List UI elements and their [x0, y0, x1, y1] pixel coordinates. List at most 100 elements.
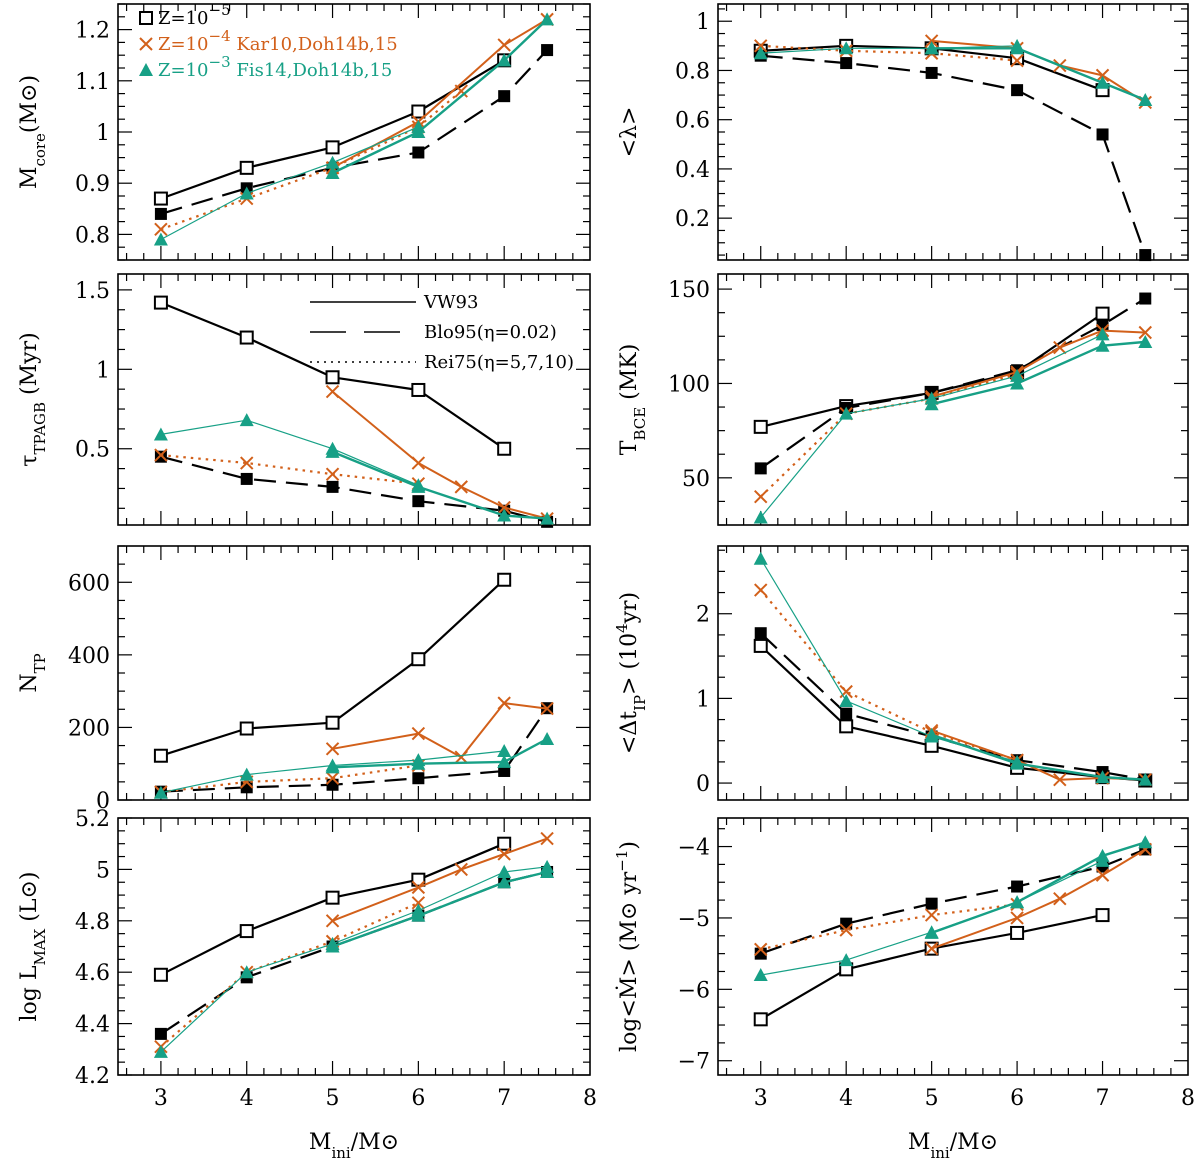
data-point: [1053, 891, 1067, 906]
legend-metallicity: Z=10−5Z=10−4 Kar10,Doh14b,15Z=10−3 Fis14…: [139, 1, 398, 81]
y-tick-label: 100: [668, 372, 710, 397]
panel-lmax: 3 4 5 6 7 8 4.2 4.4 4.6 4.8 5 5.2 log LMAX (L⊙) Mini/…: [17, 807, 597, 1161]
data-point: [411, 382, 426, 397]
data-point: [1011, 84, 1024, 97]
series-Z4-solid: [325, 384, 554, 526]
axes-frame: [117, 273, 591, 526]
data-point: [1010, 368, 1025, 382]
series-line: [160, 901, 419, 1048]
x-tick-label: 6: [1010, 1086, 1024, 1111]
data-point: [325, 742, 340, 756]
data-point: [753, 510, 768, 524]
legend-massloss: VW93 Blo95(η=0.02) Rei75(η=5,7,10): [310, 292, 574, 373]
x-tick-label: 4: [240, 1086, 254, 1111]
legend-entry-Z5: Z=10−5: [158, 1, 231, 29]
data-point: [1139, 249, 1152, 262]
y-tick-label: 4.8: [75, 910, 110, 935]
data-point: [924, 908, 939, 922]
y-tick-label: 0.4: [675, 158, 710, 183]
y-tick-label: 1: [96, 358, 110, 383]
series-Z4-solid: [924, 723, 1152, 787]
series-Z5-solid: [753, 306, 1110, 434]
data-point: [1053, 772, 1067, 787]
series-line: [759, 589, 1018, 762]
series-line: [332, 450, 548, 520]
data-point: [753, 968, 768, 982]
data-point: [1095, 868, 1110, 882]
data-point: [153, 1044, 168, 1058]
data-point: [325, 441, 340, 455]
data-point: [412, 495, 425, 508]
x-tick-label: 3: [154, 1086, 168, 1111]
series-Z4-dotted: [754, 583, 1024, 767]
series-Z3-solid: [753, 853, 1110, 982]
data-point: [753, 46, 768, 60]
series-Z4-solid: [924, 34, 1152, 110]
series-Z4-solid: [325, 831, 554, 928]
data-point: [497, 836, 512, 851]
y-tick-label: 0.6: [675, 109, 710, 134]
data-point: [1095, 75, 1110, 89]
data-point: [325, 140, 340, 155]
data-point: [325, 758, 340, 772]
data-point: [1010, 53, 1024, 68]
series-Z3-solid: [153, 744, 512, 799]
data-point: [754, 489, 768, 504]
data-point: [325, 384, 340, 399]
data-point: [325, 914, 340, 928]
series-Z4-solid: [924, 323, 1152, 404]
series-Z4-dotted: [154, 896, 426, 1054]
series-line: [931, 39, 1146, 104]
data-point: [239, 330, 254, 345]
data-point: [411, 456, 426, 470]
data-point: [1011, 880, 1024, 893]
data-point: [1096, 128, 1109, 141]
y-tick-label: −4: [678, 836, 710, 861]
data-point: [153, 785, 168, 799]
data-point: [754, 39, 768, 53]
data-point: [1139, 292, 1152, 305]
data-point: [498, 90, 511, 103]
y-tick-label: 400: [68, 644, 110, 669]
y-tick-label: 50: [682, 467, 710, 492]
series-line: [931, 841, 1146, 935]
series-Z3-solid: [753, 551, 1025, 768]
axes-frame: [717, 273, 1189, 526]
series-line: [160, 866, 548, 1053]
series-line: [931, 340, 1146, 406]
series-line: [160, 49, 548, 215]
series-line: [760, 558, 1018, 763]
panel-tbce: 50 100 150 TBCE (MK): [617, 273, 1189, 526]
y-tick-label: 1: [96, 121, 110, 146]
data-point: [240, 472, 253, 485]
data-point: [153, 748, 168, 763]
y-tick-label: 0: [696, 772, 710, 797]
data-point: [540, 701, 554, 716]
data-point: [1138, 325, 1152, 340]
data-point: [411, 119, 426, 133]
axes-frame: [117, 545, 591, 801]
axes-frame: [117, 817, 591, 1076]
data-point: [1010, 754, 1025, 768]
x-tick-label: 3: [754, 1086, 768, 1111]
data-point: [540, 831, 554, 846]
series-Z5-dashed: [754, 627, 1152, 786]
data-point: [839, 41, 854, 55]
series-line: [759, 632, 1146, 781]
data-point: [497, 500, 511, 515]
series-line: [760, 297, 1146, 470]
legend-marker: [139, 11, 153, 25]
series-line: [332, 702, 548, 759]
series-Z3-solid: [924, 334, 1153, 411]
data-point: [497, 875, 512, 889]
data-point: [1010, 38, 1025, 52]
data-point: [924, 925, 939, 939]
y-axis-label: <λ>: [617, 107, 642, 158]
y-axis-label: log<Ṁ> (M⊙ yr−1): [613, 841, 642, 1052]
series-Z3-solid: [153, 119, 426, 246]
series-line: [331, 18, 548, 175]
y-tick-label: 0.2: [675, 207, 710, 232]
y-tick-label: 4.4: [75, 1013, 110, 1038]
data-point: [1010, 911, 1024, 925]
